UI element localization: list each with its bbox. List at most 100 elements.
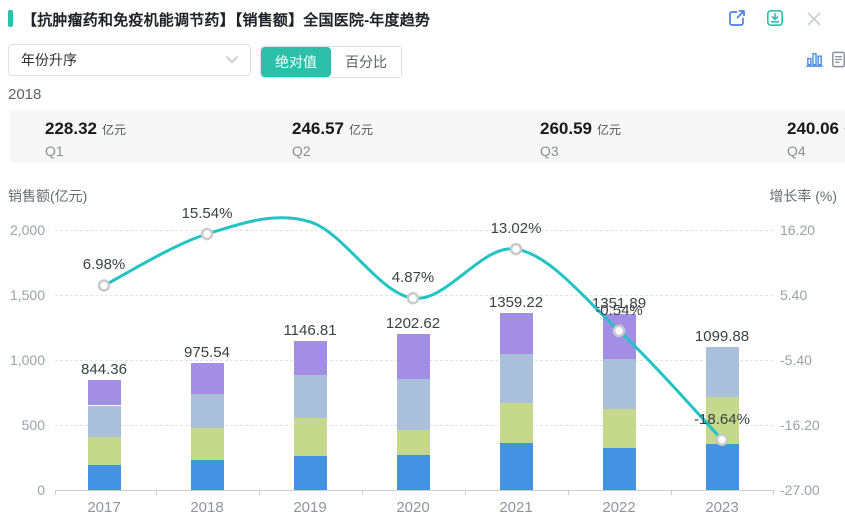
- bar-total-label-2020: 1202.62: [385, 314, 441, 332]
- bar-segment-2020-q2[interactable]: [396, 429, 430, 456]
- bar-segment-2019-q4[interactable]: [293, 340, 327, 375]
- bar-segment-2021-q3[interactable]: [499, 353, 533, 404]
- bar-segment-2022-q2[interactable]: [602, 408, 636, 449]
- share-icon[interactable]: [727, 8, 747, 28]
- x-tick-label-2020: 2020: [396, 499, 430, 516]
- growth-label-2020: 4.87%: [391, 269, 435, 287]
- gridline-2,000: [55, 230, 773, 231]
- x-tick-label-2022: 2022: [602, 499, 636, 516]
- bar-segment-2017-q2[interactable]: [87, 436, 121, 466]
- q3-label: Q3: [540, 143, 559, 159]
- growth-label-2021: 13.02%: [490, 220, 542, 238]
- left-axis-title: 销售额(亿元): [8, 188, 88, 204]
- q1-label: Q1: [45, 143, 64, 159]
- left-axis-tick: 1,500: [9, 287, 45, 303]
- right-axis-tick: 5.40: [780, 287, 808, 303]
- x-axis-tick: [55, 490, 56, 495]
- q1-unit: 亿元: [102, 123, 127, 137]
- x-axis-tick: [670, 490, 672, 495]
- quarter-card-q3: 260.59 亿元 Q3: [540, 119, 621, 159]
- sort-order-select[interactable]: 年份升序: [8, 44, 251, 76]
- x-axis-tick: [567, 490, 569, 495]
- growth-label-2018: 15.54%: [181, 204, 233, 222]
- bar-segment-2021-q4[interactable]: [499, 313, 533, 354]
- bar-segment-2018-q1[interactable]: [190, 460, 224, 490]
- q3-value: 260.59: [540, 119, 592, 138]
- x-tick-label-2023: 2023: [705, 499, 739, 516]
- bar-segment-2017-q4[interactable]: [87, 380, 121, 406]
- q2-value: 246.57: [292, 119, 344, 138]
- left-axis-tick: 500: [21, 417, 45, 433]
- bar-segment-2021-q1[interactable]: [499, 443, 533, 490]
- bar-total-label-2021: 1359.22: [488, 294, 544, 312]
- sort-order-value: 年份升序: [21, 52, 77, 68]
- x-axis-tick: [258, 490, 260, 495]
- bar-segment-2018-q4[interactable]: [190, 363, 224, 395]
- bar-segment-2023-q1[interactable]: [705, 444, 739, 490]
- right-axis-title: 增长率 (%): [769, 188, 837, 204]
- quarter-card-q1: 228.32 亿元 Q1: [45, 119, 126, 159]
- x-axis-tick: [361, 490, 363, 495]
- line-marker-2022[interactable]: [612, 324, 626, 338]
- growth-label-2017: 6.98%: [82, 256, 126, 274]
- left-axis-tick: 1,000: [9, 352, 45, 368]
- q4-value: 240.06: [787, 119, 839, 138]
- page-title: 【抗肿瘤药和免疫机能调节药】【销售额】全国医院-年度趋势: [22, 12, 431, 29]
- x-tick-label-2018: 2018: [190, 499, 224, 516]
- combo-chart: 销售额(亿元) 增长率 (%) 0 500 1,000 1,500 2,000 -27.0…: [0, 185, 845, 520]
- right-axis-tick: -16.20: [780, 417, 820, 433]
- x-tick-label-2017: 2017: [87, 499, 121, 516]
- q2-label: Q2: [292, 143, 311, 159]
- growth-label-2023: -18.64%: [694, 410, 750, 428]
- bar-segment-2022-q3[interactable]: [602, 358, 636, 409]
- left-axis-tick: 2,000: [9, 222, 45, 238]
- download-icon[interactable]: [765, 8, 785, 28]
- line-marker-2023[interactable]: [715, 433, 729, 446]
- x-axis-tick: [155, 490, 157, 495]
- chevron-down-icon: [226, 56, 238, 64]
- line-marker-2021[interactable]: [509, 242, 523, 256]
- bar-segment-2019-q2[interactable]: [293, 417, 327, 456]
- bar-segment-2020-q3[interactable]: [396, 378, 430, 430]
- bar-total-label-2019: 1146.81: [283, 321, 337, 339]
- x-axis-line: [55, 490, 773, 491]
- x-tick-label-2021: 2021: [499, 499, 533, 516]
- toggle-percentage[interactable]: 百分比: [331, 47, 401, 77]
- bar-segment-2023-q3[interactable]: [705, 347, 739, 397]
- bar-segment-2018-q2[interactable]: [190, 428, 224, 461]
- line-marker-2018[interactable]: [200, 227, 214, 241]
- bar-segment-2019-q1[interactable]: [293, 455, 327, 490]
- bar-segment-2017-q3[interactable]: [87, 405, 121, 437]
- bar-segment-2018-q3[interactable]: [190, 394, 224, 429]
- q3-unit: 亿元: [597, 123, 622, 137]
- bar-segment-2020-q4[interactable]: [396, 333, 430, 379]
- left-axis-tick: 0: [37, 482, 45, 498]
- quarter-cards-band: 228.32 亿元 Q1 246.57 亿元 Q2 260.59 亿元 Q3 240.…: [10, 110, 845, 163]
- quarter-card-q4: 240.06亿元 Q4: [787, 119, 845, 159]
- line-marker-2020[interactable]: [406, 291, 420, 305]
- q2-unit: 亿元: [349, 123, 374, 137]
- bar-segment-2020-q1[interactable]: [396, 455, 430, 490]
- quarter-card-q2: 246.57 亿元 Q2: [292, 119, 373, 159]
- x-axis-tick: [773, 490, 774, 495]
- report-icon[interactable]: [829, 50, 845, 69]
- toggle-absolute-value[interactable]: 绝对值: [261, 47, 331, 77]
- bar-segment-2021-q2[interactable]: [499, 403, 533, 444]
- bar-chart-icon[interactable]: [805, 50, 824, 69]
- x-axis-tick: [464, 490, 466, 495]
- bar-total-label-2023: 1099.88: [694, 328, 750, 345]
- q4-label: Q4: [787, 143, 806, 159]
- close-icon[interactable]: [804, 9, 824, 29]
- growth-rate-line-layer: [97, 216, 729, 446]
- title-accent-bar: [8, 10, 13, 27]
- right-axis-tick: -27.00: [780, 482, 820, 498]
- line-marker-2017[interactable]: [97, 279, 111, 292]
- right-axis-tick: -5.40: [780, 352, 812, 368]
- bar-total-label-2022: 1351.89: [591, 295, 647, 313]
- right-axis-tick: 16.20: [780, 222, 816, 238]
- bar-segment-2022-q1[interactable]: [602, 448, 636, 490]
- bar-segment-2017-q1[interactable]: [87, 465, 121, 490]
- bar-segment-2019-q3[interactable]: [293, 374, 327, 418]
- q1-value: 228.32: [45, 119, 97, 138]
